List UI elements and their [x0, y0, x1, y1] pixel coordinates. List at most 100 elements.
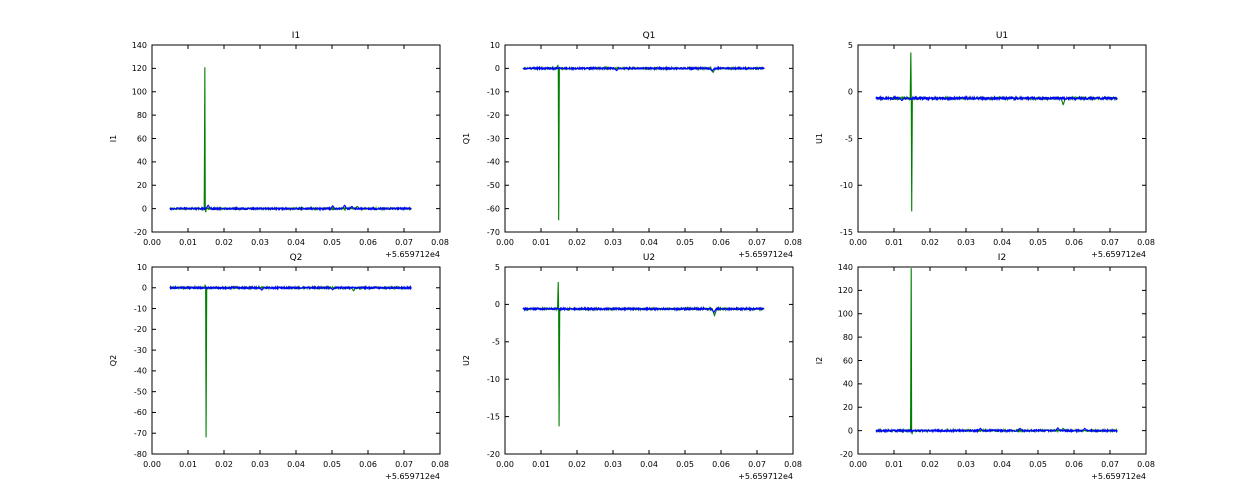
data-lines — [169, 284, 412, 438]
y-tick-label: 5 — [848, 41, 853, 50]
subplot-i1: 0.00 0.01 0.02 0.03 0.04 0.05 0.06 0.07 0.08 -20 0… — [109, 31, 449, 259]
subplot-title: I2 — [998, 253, 1006, 263]
x-tick-label: 0.02 — [215, 238, 233, 247]
y-tick-label: -50 — [134, 387, 147, 396]
y-tick-label: 0 — [142, 204, 147, 213]
y-tick-label: -15 — [840, 228, 853, 237]
x-tick-label: 0.02 — [921, 238, 939, 247]
data-lines — [522, 281, 765, 427]
data-lines — [875, 268, 1118, 435]
y-tick-label: 140 — [838, 263, 853, 272]
data-series-line — [169, 284, 412, 291]
x-tick-label: 0.06 — [712, 238, 730, 247]
subplot-title: U1 — [996, 31, 1008, 41]
x-tick-label: 0.05 — [676, 460, 694, 469]
y-tick-label: 5 — [495, 263, 500, 272]
y-tick-label: 10 — [137, 263, 147, 272]
y-tick-label: -10 — [134, 304, 147, 313]
x-tick-label: 0.03 — [604, 238, 622, 247]
axis-ticks: 0.00 0.01 0.02 0.03 0.04 0.05 0.06 0.07 0.08 -20 0… — [838, 263, 1155, 469]
axis-ticks: 0.00 0.01 0.02 0.03 0.04 0.05 0.06 0.07 0.08 -80 -… — [134, 263, 449, 469]
x-tick-label: 0.08 — [784, 238, 802, 247]
x-tick-label: 0.01 — [532, 460, 550, 469]
data-series-line — [522, 305, 765, 314]
subplot-title: U2 — [643, 253, 655, 263]
y-axis-label: U2 — [462, 355, 471, 366]
y-tick-label: 100 — [838, 310, 853, 319]
x-tick-label: 0.08 — [1137, 238, 1155, 247]
data-series-line — [169, 204, 412, 212]
axis-ticks: 0.00 0.01 0.02 0.03 0.04 0.05 0.06 0.07 0.08 -70 -… — [487, 41, 802, 247]
x-tick-label: 0.02 — [215, 460, 233, 469]
x-tick-label: 0.05 — [323, 460, 341, 469]
data-series-line — [875, 95, 1118, 102]
x-tick-label: 0.05 — [1029, 460, 1047, 469]
x-axis-offset-label: +5.659712e4 — [738, 472, 793, 481]
y-tick-label: 120 — [132, 64, 147, 73]
axis-ticks: 0.00 0.01 0.02 0.03 0.04 0.05 0.06 0.07 0.08 -20 -… — [487, 263, 802, 469]
x-tick-label: 0.08 — [431, 460, 449, 469]
x-tick-label: 0.04 — [287, 238, 305, 247]
y-tick-label: 20 — [843, 403, 853, 412]
y-tick-label: -20 — [487, 111, 500, 120]
x-tick-label: 0.07 — [1101, 460, 1119, 469]
x-tick-label: 0.05 — [676, 238, 694, 247]
y-tick-label: -5 — [492, 338, 500, 347]
data-lines — [522, 64, 765, 221]
y-tick-label: 40 — [137, 158, 147, 167]
x-tick-label: 0.01 — [179, 238, 197, 247]
y-axis-label: I1 — [109, 135, 118, 142]
y-tick-label: -20 — [134, 325, 147, 334]
y-tick-label: 80 — [137, 111, 147, 120]
y-tick-label: -50 — [487, 181, 500, 190]
y-tick-label: 0 — [495, 64, 500, 73]
x-tick-label: 0.06 — [1065, 238, 1083, 247]
x-axis-offset-label: +5.659712e4 — [385, 250, 440, 259]
x-tick-label: 0.06 — [359, 460, 377, 469]
subplot-i2: 0.00 0.01 0.02 0.03 0.04 0.05 0.06 0.07 0.08 -20 0… — [815, 253, 1155, 481]
y-tick-label: 0 — [142, 284, 147, 293]
x-tick-label: 0.07 — [1101, 238, 1119, 247]
subplot-title: I1 — [292, 31, 300, 41]
x-tick-label: 0.04 — [640, 238, 658, 247]
y-tick-label: 40 — [843, 380, 853, 389]
x-tick-label: 0.00 — [143, 238, 161, 247]
subplot-q2: 0.00 0.01 0.02 0.03 0.04 0.05 0.06 0.07 0.08 -80 -… — [109, 253, 449, 481]
y-tick-label: 0 — [848, 426, 853, 435]
x-tick-label: 0.05 — [1029, 238, 1047, 247]
y-tick-label: -10 — [840, 181, 853, 190]
y-tick-label: -20 — [134, 228, 147, 237]
x-tick-label: 0.08 — [1137, 460, 1155, 469]
y-tick-label: 60 — [137, 134, 147, 143]
x-tick-label: 0.08 — [784, 460, 802, 469]
y-tick-label: -30 — [134, 346, 147, 355]
axis-ticks: 0.00 0.01 0.02 0.03 0.04 0.05 0.06 0.07 0.08 -15 -… — [840, 41, 1155, 247]
data-series-line — [522, 65, 765, 72]
x-tick-label: 0.03 — [957, 238, 975, 247]
x-axis-offset-label: +5.659712e4 — [1091, 472, 1146, 481]
y-tick-label: -20 — [487, 450, 500, 459]
x-tick-label: 0.02 — [568, 238, 586, 247]
y-tick-label: -30 — [487, 134, 500, 143]
y-tick-label: -10 — [487, 88, 500, 97]
x-tick-label: 0.05 — [323, 238, 341, 247]
y-tick-label: -80 — [134, 450, 147, 459]
x-tick-label: 0.03 — [604, 460, 622, 469]
data-lines — [875, 52, 1118, 212]
x-tick-label: 0.00 — [496, 238, 514, 247]
y-tick-label: 0 — [848, 88, 853, 97]
x-tick-label: 0.01 — [532, 238, 550, 247]
x-tick-label: 0.04 — [993, 238, 1011, 247]
x-tick-label: 0.02 — [921, 460, 939, 469]
y-axis-label: I2 — [815, 357, 824, 364]
data-series-line — [875, 427, 1118, 434]
data-lines — [169, 67, 412, 213]
x-tick-label: 0.03 — [957, 460, 975, 469]
axis-ticks: 0.00 0.01 0.02 0.03 0.04 0.05 0.06 0.07 0.08 -20 0… — [132, 41, 449, 247]
x-tick-label: 0.00 — [849, 460, 867, 469]
y-tick-label: -10 — [487, 375, 500, 384]
x-axis-offset-label: +5.659712e4 — [1091, 250, 1146, 259]
y-tick-label: -70 — [487, 228, 500, 237]
